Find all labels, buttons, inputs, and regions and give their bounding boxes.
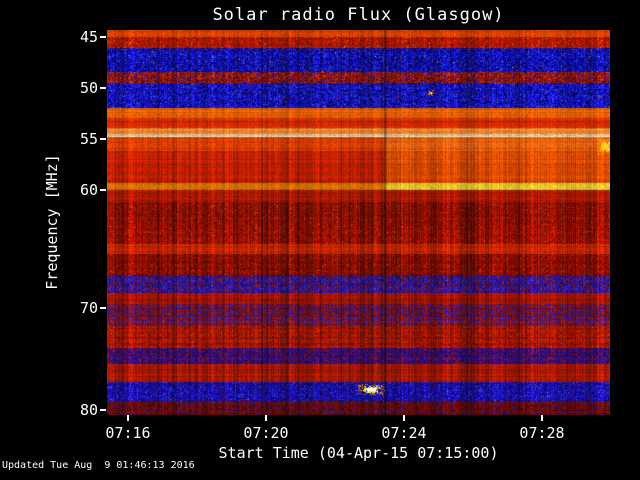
x-tick-label-0720: 07:20 <box>243 424 289 442</box>
x-tick-mark <box>541 415 543 421</box>
y-tick-label-55: 55 <box>79 130 98 148</box>
y-tick-label-50: 50 <box>79 79 98 97</box>
x-tick-label-0724: 07:24 <box>381 424 427 442</box>
updated-timestamp: Updated Tue Aug 9 01:46:13 2016 <box>2 460 195 471</box>
x-tick-label-0728: 07:28 <box>519 424 565 442</box>
y-tick-mark <box>100 307 106 309</box>
y-tick-label-45: 45 <box>79 28 98 46</box>
x-tick-mark <box>127 415 129 421</box>
x-axis-title: Start Time (04-Apr-15 07:15:00) <box>218 444 499 462</box>
y-tick-mark <box>100 189 106 191</box>
y-tick-label-70: 70 <box>79 299 98 317</box>
y-tick-label-60: 60 <box>79 181 98 199</box>
y-axis-title: Frequency [MHz] <box>43 154 61 290</box>
y-tick-mark <box>100 87 106 89</box>
x-tick-label-0716: 07:16 <box>105 424 151 442</box>
y-tick-label-80: 80 <box>79 401 98 419</box>
chart-title: Solar radio Flux (Glasgow) <box>212 5 505 25</box>
x-tick-mark <box>403 415 405 421</box>
y-tick-mark <box>100 409 106 411</box>
spectrogram-canvas <box>107 30 610 415</box>
y-tick-mark <box>100 138 106 140</box>
y-tick-mark <box>100 36 106 38</box>
x-tick-mark <box>265 415 267 421</box>
